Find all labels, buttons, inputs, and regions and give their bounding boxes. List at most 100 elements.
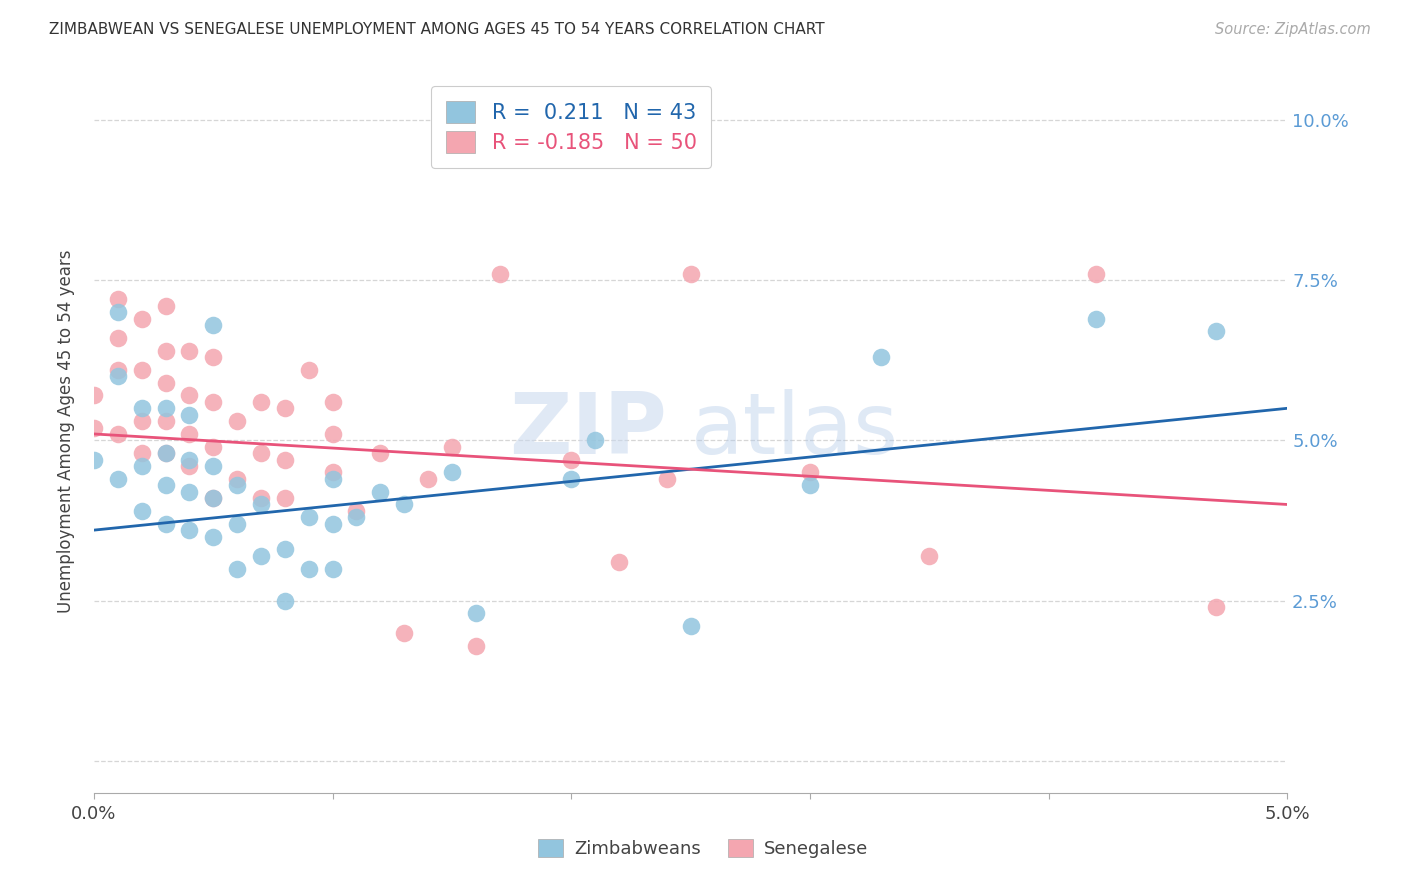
Point (202, 318, 225, 332)
Text: Source: ZipAtlas.com: Source: ZipAtlas.com (1215, 22, 1371, 37)
Point (1205, 600, 1227, 615)
Point (298, 510, 321, 524)
Point (607, 555, 630, 569)
Point (322, 472, 344, 486)
Y-axis label: Unemployment Among Ages 45 to 54 years: Unemployment Among Ages 45 to 54 years (58, 249, 75, 613)
Point (274, 593, 297, 607)
Point (83, 420, 105, 434)
Point (179, 523, 201, 537)
Point (107, 426, 129, 441)
Point (155, 446, 177, 460)
Point (655, 472, 678, 486)
Point (179, 452, 201, 467)
Point (440, 466, 463, 480)
Point (440, 440, 463, 454)
Point (202, 350, 225, 364)
Point (416, 472, 439, 486)
Point (179, 388, 201, 402)
Point (179, 426, 201, 441)
Point (202, 491, 225, 505)
Point (560, 452, 582, 467)
Point (322, 395, 344, 409)
Point (131, 363, 153, 377)
Point (250, 395, 273, 409)
Text: ZIP: ZIP (509, 389, 666, 472)
Point (107, 331, 129, 345)
Point (155, 446, 177, 460)
Point (298, 561, 321, 575)
Point (322, 426, 344, 441)
Point (250, 491, 273, 505)
Point (155, 516, 177, 531)
Point (464, 639, 486, 653)
Point (368, 484, 391, 499)
Point (392, 625, 415, 640)
Point (202, 458, 225, 473)
Point (274, 491, 297, 505)
Point (368, 446, 391, 460)
Point (131, 414, 153, 428)
Point (179, 484, 201, 499)
Point (107, 472, 129, 486)
Point (131, 401, 153, 416)
Point (179, 458, 201, 473)
Point (202, 491, 225, 505)
Point (83, 388, 105, 402)
Point (392, 498, 415, 512)
Point (107, 369, 129, 384)
Point (250, 446, 273, 460)
Point (131, 458, 153, 473)
Point (322, 466, 344, 480)
Point (322, 561, 344, 575)
Point (322, 516, 344, 531)
Point (679, 267, 702, 281)
Point (107, 363, 129, 377)
Point (274, 401, 297, 416)
Point (679, 619, 702, 633)
Point (226, 516, 249, 531)
Point (155, 414, 177, 428)
Point (1205, 324, 1227, 338)
Point (1085, 311, 1108, 326)
Point (1085, 267, 1108, 281)
Point (488, 267, 510, 281)
Point (131, 504, 153, 518)
Text: atlas: atlas (690, 389, 898, 472)
Point (202, 529, 225, 543)
Point (346, 504, 368, 518)
Point (131, 446, 153, 460)
Point (870, 350, 893, 364)
Point (298, 363, 321, 377)
Point (155, 343, 177, 358)
Point (107, 293, 129, 307)
Point (274, 542, 297, 557)
Point (131, 311, 153, 326)
Point (226, 478, 249, 492)
Point (202, 395, 225, 409)
Point (250, 498, 273, 512)
Point (226, 561, 249, 575)
Point (274, 452, 297, 467)
Point (179, 343, 201, 358)
Point (346, 510, 368, 524)
Point (179, 408, 201, 422)
Point (250, 549, 273, 563)
Point (155, 401, 177, 416)
Point (464, 607, 486, 621)
Point (107, 305, 129, 319)
Text: ZIMBABWEAN VS SENEGALESE UNEMPLOYMENT AMONG AGES 45 TO 54 YEARS CORRELATION CHAR: ZIMBABWEAN VS SENEGALESE UNEMPLOYMENT AM… (49, 22, 825, 37)
Legend: Zimbabweans, Senegalese: Zimbabweans, Senegalese (530, 831, 876, 865)
Point (226, 472, 249, 486)
Point (155, 376, 177, 390)
Point (155, 478, 177, 492)
Point (799, 466, 821, 480)
Point (918, 549, 941, 563)
Point (226, 414, 249, 428)
Point (560, 472, 582, 486)
Legend: R =  0.211   N = 43, R = -0.185   N = 50: R = 0.211 N = 43, R = -0.185 N = 50 (432, 87, 711, 168)
Point (202, 440, 225, 454)
Point (83, 452, 105, 467)
Point (155, 299, 177, 313)
Point (799, 478, 821, 492)
Point (583, 434, 606, 448)
